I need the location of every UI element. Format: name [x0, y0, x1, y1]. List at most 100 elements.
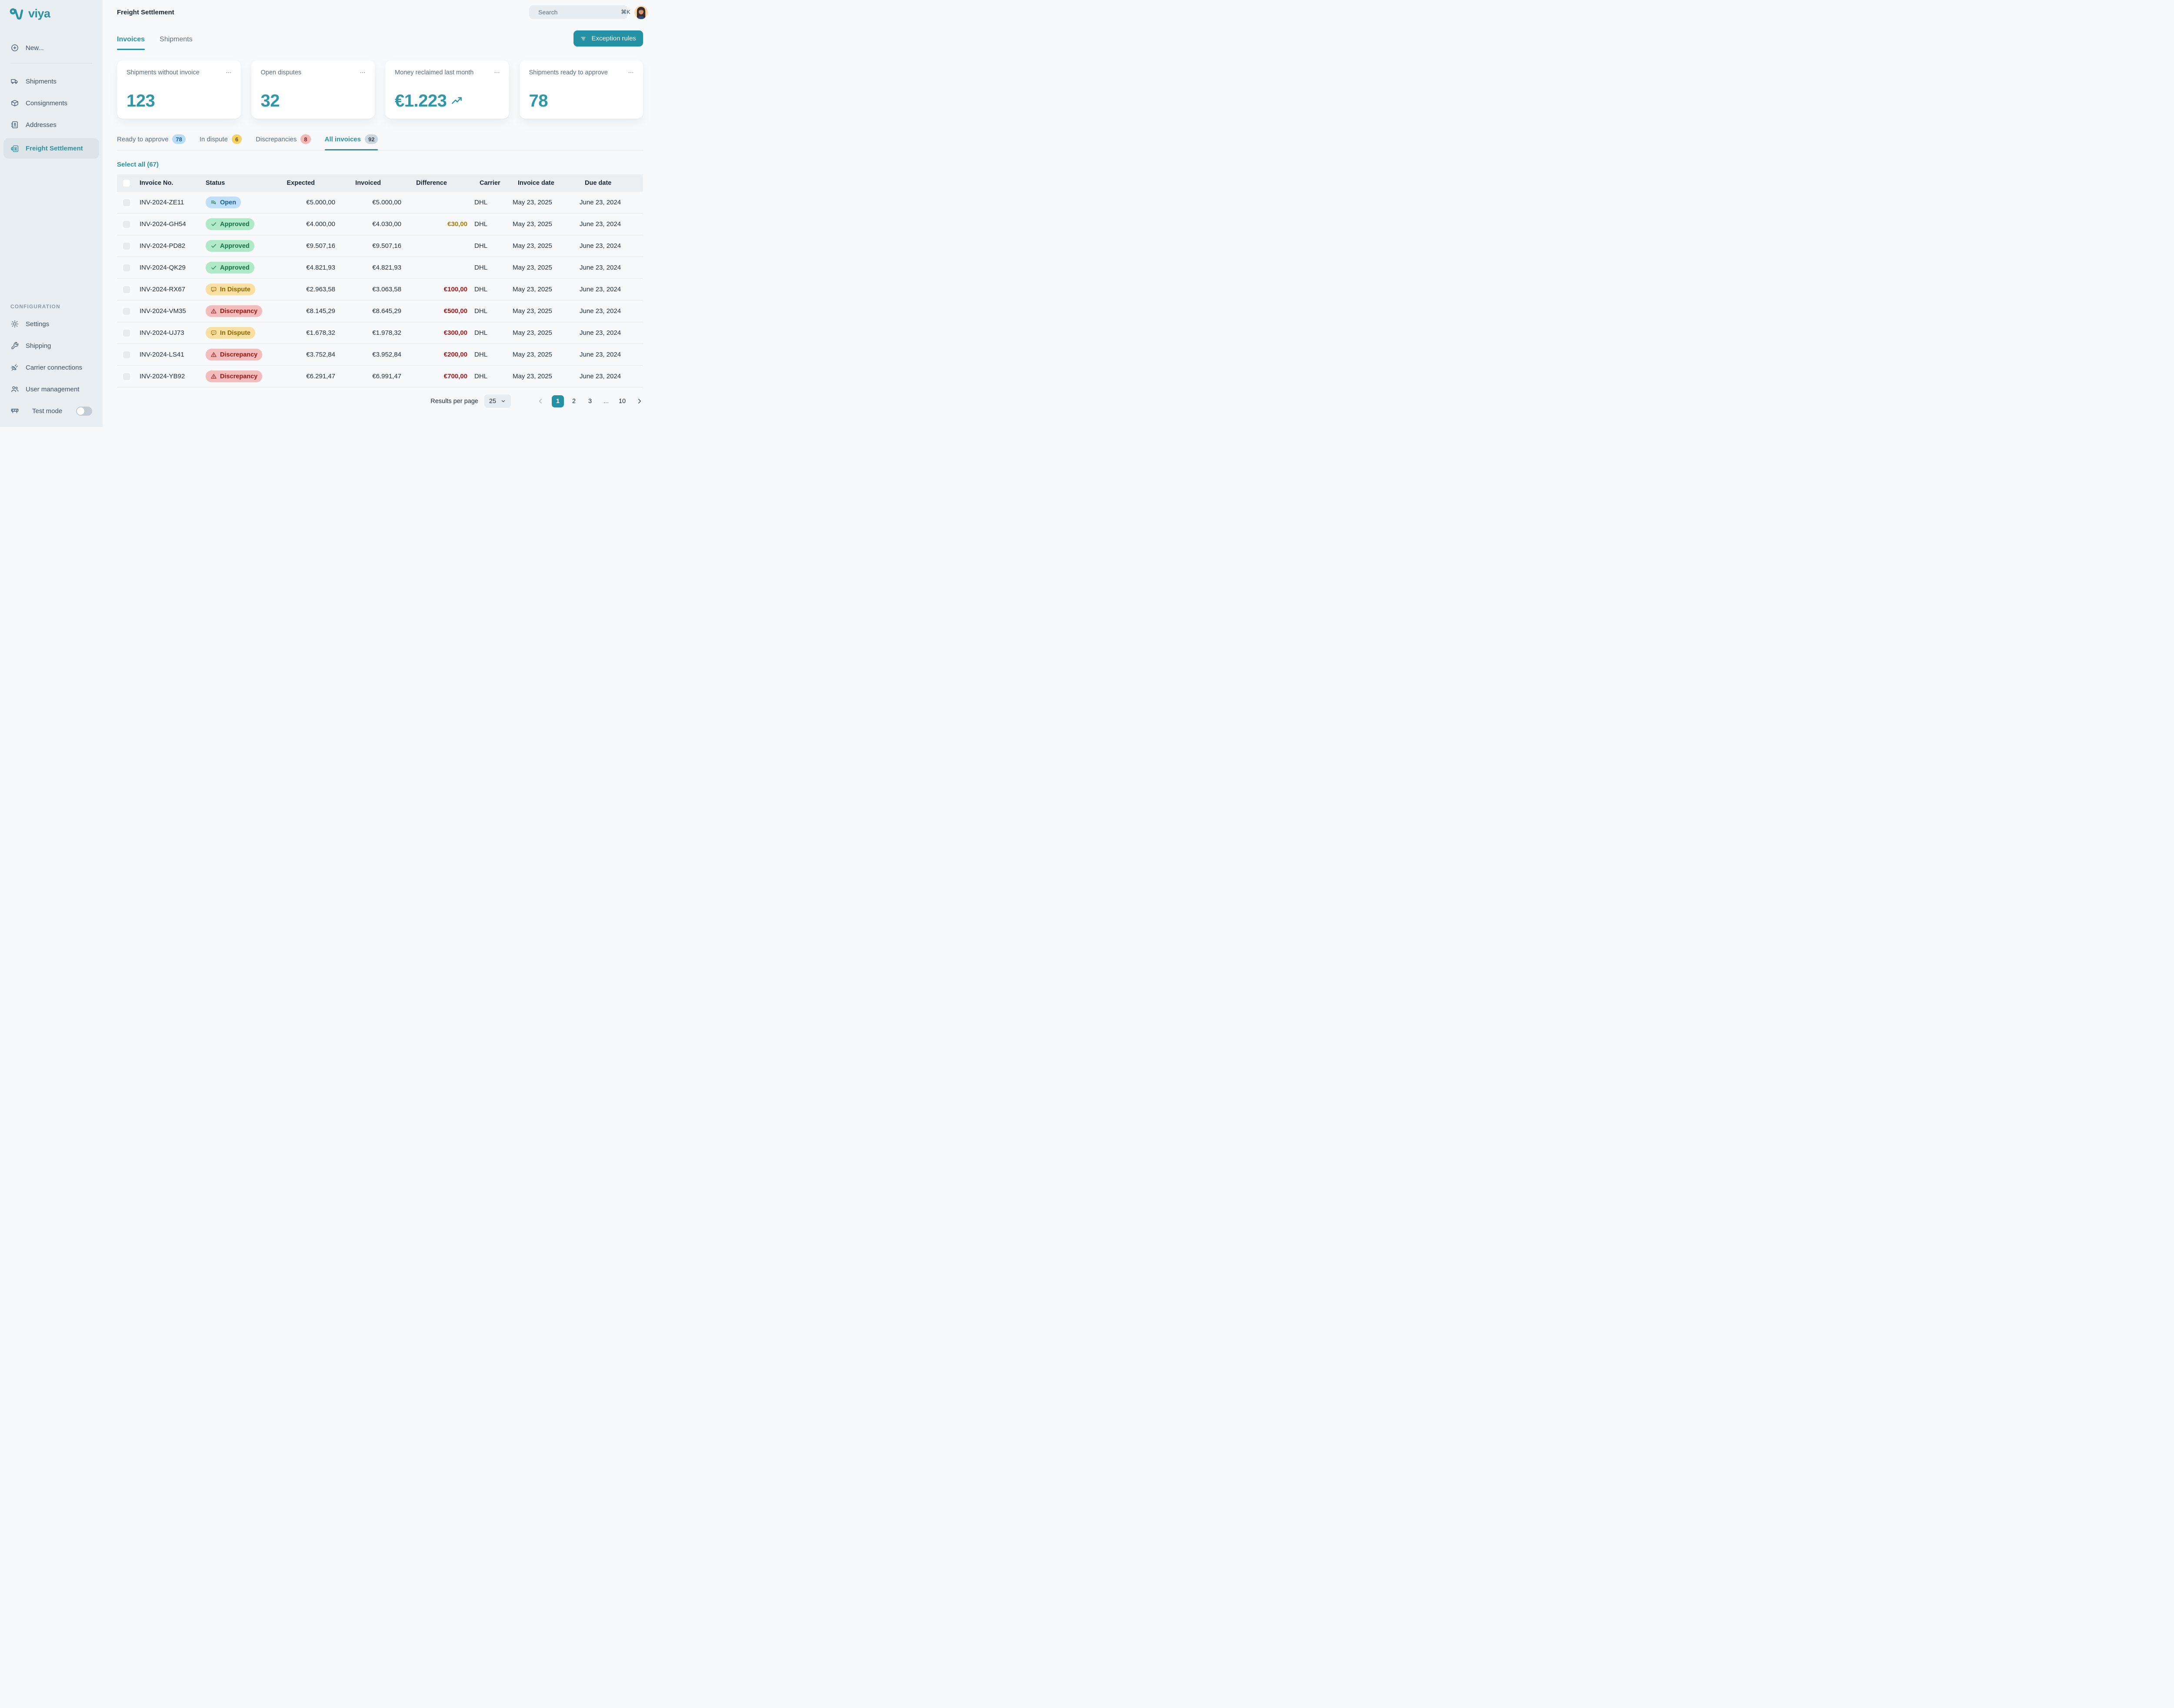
page-button[interactable]: 2	[572, 397, 576, 405]
cell-status: Approved	[202, 262, 280, 274]
page-button[interactable]: 1	[552, 395, 564, 407]
sidebar-item-freight-settlement[interactable]: Freight Settlement	[3, 138, 99, 159]
cell-invoice-date: May 23, 2025	[513, 264, 552, 271]
table-row[interactable]: INV-2024-VM35 Discrepancy €8.145,29	[117, 300, 643, 322]
cell-expected: €4.000,00	[306, 220, 335, 228]
row-checkbox[interactable]	[123, 373, 130, 380]
sidebar-item-shipping[interactable]: Shipping	[0, 337, 103, 354]
row-checkbox[interactable]	[123, 242, 130, 250]
filter-tab-count-badge: 8	[300, 134, 311, 144]
sidebar-item-consignments[interactable]: Consignments	[0, 95, 103, 111]
brand-name: viya	[28, 7, 50, 20]
cell-difference: €200,00	[443, 351, 467, 358]
kpi-card-value-row: €1.223	[395, 91, 500, 111]
column-header-due-date: Due date	[585, 180, 612, 187]
table-row[interactable]: INV-2024-RX67 In Dispute €2.963,58 €	[117, 279, 643, 300]
cell-invoice-no: INV-2024-ZE11	[140, 199, 184, 206]
next-page-button[interactable]	[636, 397, 643, 405]
status-badge: In Dispute	[206, 284, 256, 295]
status-badge: In Dispute	[206, 327, 256, 339]
row-checkbox[interactable]	[123, 307, 130, 315]
kpi-card-menu-button[interactable]	[627, 69, 634, 76]
sidebar-item-carrier-connections[interactable]: Carrier connections	[0, 359, 103, 376]
cell-status: Open	[202, 197, 280, 208]
table-row[interactable]: INV-2024-LS41 Discrepancy €3.752,84	[117, 344, 643, 366]
kpi-card-menu-button[interactable]	[493, 69, 500, 76]
test-mode-toggle[interactable]	[76, 406, 92, 416]
row-checkbox[interactable]	[123, 286, 130, 293]
select-all-link[interactable]: Select all (67)	[117, 161, 159, 168]
results-per-page-select[interactable]: 25	[484, 394, 511, 408]
status-badge: Approved	[206, 240, 254, 252]
filter-tab[interactable]: Ready to approve 78	[117, 134, 186, 150]
cell-expected: €1.678,32	[306, 329, 335, 337]
cell-due-date: June 23, 2024	[580, 264, 621, 271]
kpi-card-menu-button[interactable]	[225, 69, 232, 76]
exception-rules-button[interactable]: Exception rules	[574, 30, 643, 47]
row-checkbox[interactable]	[123, 220, 130, 228]
table-row[interactable]: INV-2024-YB92 Discrepancy €6.291,47	[117, 366, 643, 387]
row-checkbox[interactable]	[123, 351, 130, 358]
more-icon	[494, 72, 499, 73]
row-checkbox[interactable]	[123, 264, 130, 271]
sidebar-item-settings[interactable]: Settings	[0, 316, 103, 332]
invoice-filter-tabs: Ready to approve 78 In dispute 6 Discrep…	[117, 134, 643, 150]
cell-invoice-date: May 23, 2025	[513, 220, 552, 228]
sidebar-item-addresses[interactable]: Addresses	[0, 117, 103, 133]
select-all-checkbox[interactable]	[123, 180, 130, 187]
previous-page-button[interactable]	[537, 397, 544, 405]
row-checkbox[interactable]	[123, 329, 130, 337]
kpi-card-value-row: 78	[529, 91, 635, 111]
cell-invoice-date: May 23, 2025	[513, 199, 552, 206]
page-buttons: 1 2 3 ... 10	[552, 395, 628, 407]
table-row[interactable]: INV-2024-QK29 Approved €4.821,93 €4.	[117, 257, 643, 279]
sidebar-item-user-management[interactable]: User management	[0, 381, 103, 397]
filter-tab[interactable]: In dispute 6	[200, 134, 242, 150]
chevron-down-icon	[501, 400, 505, 402]
kpi-card: Shipments ready to approve 78	[519, 60, 643, 119]
page-button[interactable]: 3	[588, 397, 592, 405]
cell-invoice-no: INV-2024-QK29	[140, 264, 186, 271]
search-box[interactable]: ⌘K	[529, 5, 630, 19]
results-per-page-value: 25	[489, 397, 496, 405]
page-button[interactable]: ...	[603, 397, 609, 405]
table-row[interactable]: INV-2024-ZE11 Open €5.000,00 €5.000,	[117, 192, 643, 214]
user-avatar[interactable]	[634, 5, 648, 19]
chat-bubble-icon	[211, 330, 217, 336]
table-row[interactable]: INV-2024-PD82 Approved €9.507,16 €9.	[117, 235, 643, 257]
status-badge-label: In Dispute	[220, 286, 251, 293]
viya-logo-icon	[10, 7, 25, 20]
page-tabs-row: Invoices Shipments Exception rules	[117, 30, 643, 50]
page-button[interactable]: 10	[618, 397, 626, 405]
filter-tab-count-badge: 6	[231, 134, 242, 144]
filter-tab[interactable]: Discrepancies 8	[256, 134, 311, 150]
kpi-card-menu-button[interactable]	[359, 69, 366, 76]
sidebar-item-shipments[interactable]: Shipments	[0, 73, 103, 90]
cell-invoiced: €4.821,93	[372, 264, 401, 271]
table-row[interactable]: INV-2024-GH54 Approved €4.000,00 €4.	[117, 214, 643, 235]
cell-invoice-date: May 23, 2025	[513, 242, 552, 250]
tab-shipments[interactable]: Shipments	[160, 36, 193, 43]
filter-tab[interactable]: All invoices 92	[324, 134, 378, 150]
cell-status: Approved	[202, 218, 280, 230]
column-header-carrier: Carrier	[480, 180, 500, 187]
search-input[interactable]	[538, 9, 617, 16]
filter-tab-count-badge: 78	[172, 134, 186, 144]
toggle-knob	[77, 407, 84, 415]
sidebar-item-label: Consignments	[26, 99, 67, 107]
cell-invoiced: €9.507,16	[372, 242, 401, 250]
row-checkbox[interactable]	[123, 199, 130, 206]
cell-difference: €300,00	[443, 329, 467, 337]
cell-due-date: June 23, 2024	[580, 286, 621, 293]
page-content: Invoices Shipments Exception rules Shipm…	[103, 19, 657, 427]
sidebar-item-new[interactable]: New...	[0, 40, 103, 56]
table-body: INV-2024-ZE11 Open €5.000,00 €5.000,	[117, 192, 643, 387]
brand-logo[interactable]: viya	[10, 7, 103, 20]
topbar: Freight Settlement ⌘K	[103, 0, 657, 19]
table-row[interactable]: INV-2024-UJ73 In Dispute €1.678,32 €	[117, 322, 643, 344]
status-badge-label: Approved	[220, 242, 250, 250]
cell-invoice-no: INV-2024-RX67	[140, 286, 186, 293]
tab-invoices[interactable]: Invoices	[117, 36, 145, 50]
cell-status: Approved	[202, 240, 280, 252]
cell-status: In Dispute	[202, 327, 280, 339]
